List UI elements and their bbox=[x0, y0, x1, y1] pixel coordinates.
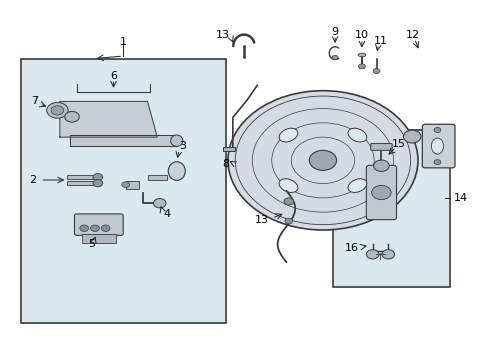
Text: 2: 2 bbox=[29, 175, 36, 185]
Circle shape bbox=[359, 64, 366, 69]
Circle shape bbox=[374, 160, 389, 171]
Circle shape bbox=[309, 150, 337, 170]
Circle shape bbox=[91, 225, 99, 231]
Bar bbox=[223, 147, 235, 152]
Bar bbox=[125, 181, 139, 189]
Circle shape bbox=[372, 185, 391, 200]
FancyBboxPatch shape bbox=[367, 165, 396, 220]
Circle shape bbox=[101, 225, 110, 231]
Text: 10: 10 bbox=[355, 30, 369, 40]
Circle shape bbox=[51, 106, 64, 115]
Text: 6: 6 bbox=[110, 71, 117, 81]
Circle shape bbox=[93, 180, 103, 187]
Ellipse shape bbox=[358, 53, 366, 57]
Bar bbox=[21, 59, 225, 323]
Text: 16: 16 bbox=[344, 243, 359, 253]
Ellipse shape bbox=[279, 179, 298, 193]
Text: 4: 4 bbox=[163, 209, 170, 219]
Circle shape bbox=[373, 68, 380, 73]
Text: 7: 7 bbox=[31, 96, 38, 107]
Text: 5: 5 bbox=[88, 239, 95, 249]
Circle shape bbox=[284, 198, 294, 205]
Text: 15: 15 bbox=[392, 139, 405, 149]
Ellipse shape bbox=[348, 128, 367, 142]
Text: 3: 3 bbox=[179, 141, 186, 151]
Ellipse shape bbox=[279, 128, 298, 142]
Circle shape bbox=[122, 182, 129, 188]
Bar bbox=[333, 130, 450, 287]
Circle shape bbox=[382, 249, 394, 259]
Text: 14: 14 bbox=[454, 193, 467, 203]
Ellipse shape bbox=[171, 135, 183, 147]
Circle shape bbox=[403, 130, 421, 143]
Ellipse shape bbox=[431, 138, 443, 154]
FancyBboxPatch shape bbox=[371, 144, 392, 150]
Polygon shape bbox=[70, 135, 177, 146]
Polygon shape bbox=[60, 102, 157, 137]
Circle shape bbox=[47, 103, 68, 118]
FancyBboxPatch shape bbox=[422, 124, 455, 168]
Ellipse shape bbox=[168, 162, 185, 180]
Bar bbox=[67, 181, 96, 185]
Text: 11: 11 bbox=[373, 36, 388, 46]
Circle shape bbox=[367, 249, 379, 259]
Circle shape bbox=[93, 174, 103, 181]
Circle shape bbox=[153, 199, 166, 208]
Circle shape bbox=[434, 159, 441, 165]
Ellipse shape bbox=[348, 179, 367, 193]
Text: 1: 1 bbox=[120, 37, 127, 48]
Bar bbox=[147, 175, 167, 180]
Bar bbox=[82, 234, 116, 243]
Text: 13: 13 bbox=[216, 30, 229, 40]
Circle shape bbox=[65, 111, 79, 122]
Text: 9: 9 bbox=[332, 27, 339, 37]
Circle shape bbox=[80, 225, 89, 231]
Text: 13: 13 bbox=[254, 215, 269, 225]
FancyBboxPatch shape bbox=[74, 214, 123, 235]
Circle shape bbox=[228, 91, 418, 230]
Text: 8: 8 bbox=[222, 159, 229, 169]
Circle shape bbox=[332, 55, 338, 60]
Circle shape bbox=[434, 127, 441, 132]
Circle shape bbox=[285, 218, 293, 224]
Text: 12: 12 bbox=[406, 30, 420, 40]
Bar bbox=[67, 175, 96, 179]
